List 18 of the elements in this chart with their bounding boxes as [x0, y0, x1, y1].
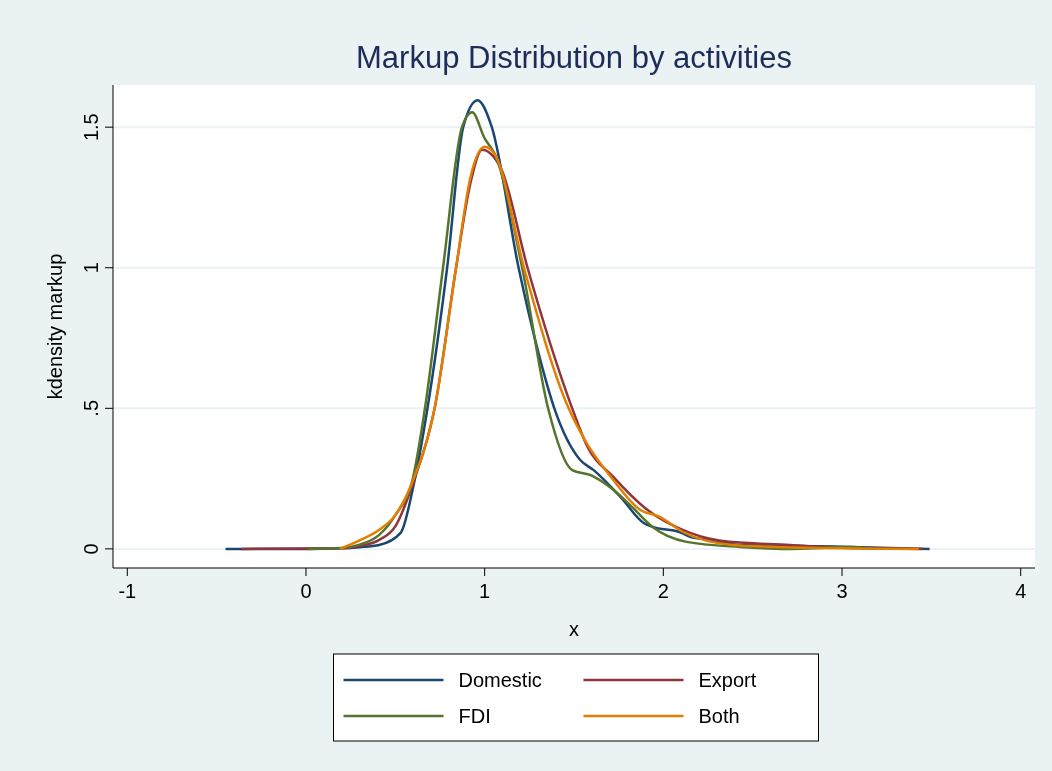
x-tick-label: 3 [836, 580, 848, 602]
chart-title: Markup Distribution by activities [356, 40, 792, 75]
x-tick-label: 0 [300, 580, 312, 602]
y-axis-title: kdensity markup [44, 253, 66, 400]
y-tick-label: 0 [80, 543, 102, 555]
y-tick-label: 1 [80, 262, 102, 274]
x-tick-label: 1 [479, 580, 491, 602]
x-tick-label: 4 [1015, 580, 1027, 602]
legend-label: Both [698, 705, 740, 727]
x-tick-label: -1 [118, 580, 137, 602]
y-tick-label: .5 [80, 399, 102, 417]
legend-label: Domestic [458, 669, 542, 691]
line-series [338, 145, 921, 551]
legend-label: FDI [458, 705, 491, 727]
x-tick-label: 2 [657, 580, 669, 602]
y-tick-label: 1.5 [80, 113, 102, 142]
legend-label: Export [698, 669, 757, 691]
x-axis-title: x [569, 618, 579, 640]
